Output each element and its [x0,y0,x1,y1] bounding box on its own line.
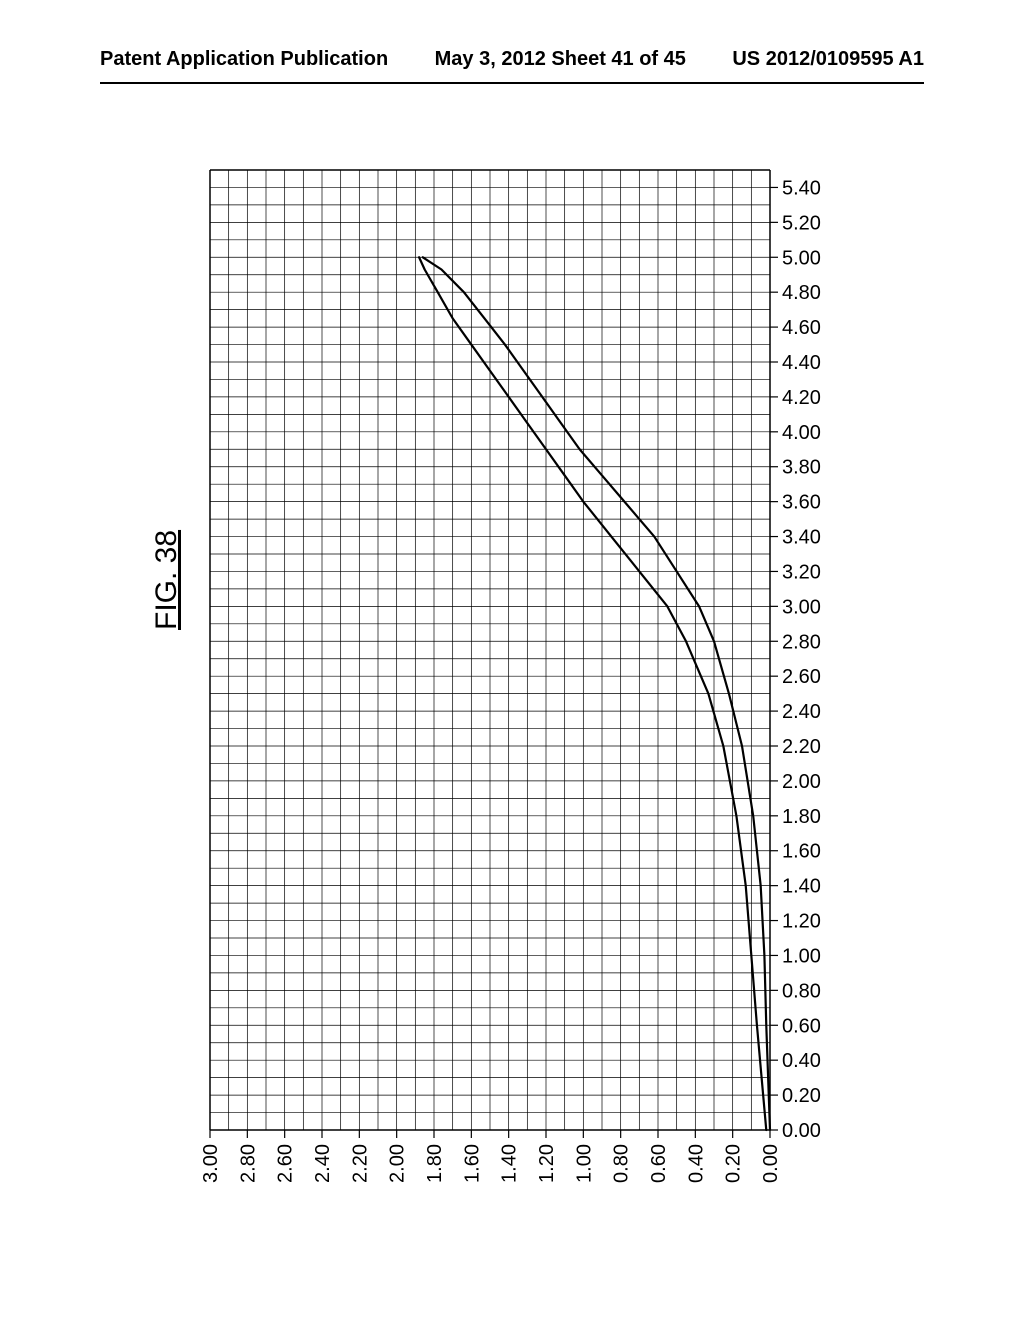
svg-text:0.20: 0.20 [723,1144,745,1183]
svg-text:2.20: 2.20 [782,736,821,758]
svg-text:3.20: 3.20 [782,561,821,583]
svg-text:2.00: 2.00 [387,1144,409,1183]
svg-text:5.00: 5.00 [782,247,821,269]
svg-text:1.40: 1.40 [499,1144,521,1183]
header-center: May 3, 2012 Sheet 41 of 45 [435,48,686,71]
svg-text:1.60: 1.60 [461,1144,483,1183]
svg-text:3.00: 3.00 [782,596,821,618]
svg-text:3.60: 3.60 [782,492,821,514]
svg-text:4.60: 4.60 [782,317,821,339]
svg-text:1.40: 1.40 [782,876,821,898]
svg-text:2.00: 2.00 [782,771,821,793]
svg-text:1.80: 1.80 [424,1144,446,1183]
header-rule [100,82,924,84]
header-right: US 2012/0109595 A1 [732,48,924,71]
chart-svg: 0.00 0.20 0.40 0.60 0.80 1.00 1.20 1.40 1.60 1.80… [190,160,850,1190]
svg-text:2.40: 2.40 [312,1144,334,1183]
svg-text:1.00: 1.00 [573,1144,595,1183]
svg-text:2.80: 2.80 [782,631,821,653]
svg-text:4.20: 4.20 [782,387,821,409]
svg-text:0.80: 0.80 [611,1144,633,1183]
svg-text:3.80: 3.80 [782,457,821,479]
svg-text:0.40: 0.40 [685,1144,707,1183]
svg-text:4.00: 4.00 [782,422,821,444]
svg-text:1.80: 1.80 [782,806,821,828]
svg-text:2.60: 2.60 [275,1144,297,1183]
svg-text:1.60: 1.60 [782,841,821,863]
svg-text:4.40: 4.40 [782,352,821,374]
header-left: Patent Application Publication [100,48,388,71]
svg-text:1.00: 1.00 [782,945,821,967]
svg-text:2.40: 2.40 [782,701,821,723]
svg-text:3.00: 3.00 [200,1144,222,1183]
chart-container: 0.00 0.20 0.40 0.60 0.80 1.00 1.20 1.40 1.60 1.80… [190,160,910,1180]
svg-text:0.60: 0.60 [782,1015,821,1037]
svg-text:1.20: 1.20 [782,911,821,933]
svg-text:2.20: 2.20 [349,1144,371,1183]
svg-text:2.80: 2.80 [237,1144,259,1183]
svg-text:1.20: 1.20 [536,1144,558,1183]
svg-text:0.40: 0.40 [782,1050,821,1072]
svg-text:2.60: 2.60 [782,666,821,688]
figure-label: FIG. 38 [150,530,184,630]
svg-text:5.40: 5.40 [782,177,821,199]
svg-text:0.80: 0.80 [782,980,821,1002]
svg-text:0.60: 0.60 [648,1144,670,1183]
svg-text:4.80: 4.80 [782,282,821,304]
svg-text:3.40: 3.40 [782,527,821,549]
svg-text:0.20: 0.20 [782,1085,821,1107]
svg-text:5.20: 5.20 [782,212,821,234]
svg-text:0.00: 0.00 [760,1144,782,1183]
svg-text:0.00: 0.00 [782,1120,821,1142]
